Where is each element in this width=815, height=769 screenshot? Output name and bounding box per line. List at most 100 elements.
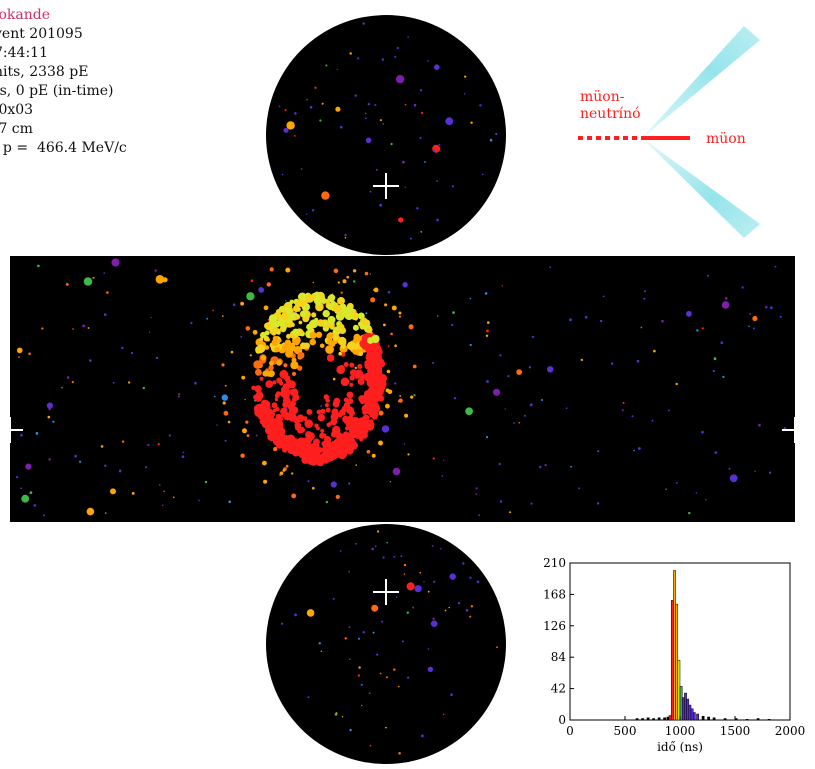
pmt-hit	[452, 311, 455, 314]
pmt-hit	[421, 111, 424, 114]
pmt-hit	[178, 393, 180, 395]
pmt-hit	[387, 291, 391, 294]
pmt-hit	[433, 149, 436, 152]
pmt-hit	[281, 386, 286, 392]
x-tick-label: 1000	[665, 724, 696, 738]
pmt-hit	[274, 421, 284, 431]
pmt-hit	[301, 455, 310, 464]
pmt-hit	[476, 580, 480, 584]
pmt-hit	[404, 413, 409, 418]
pmt-hit	[263, 479, 268, 484]
pmt-hit	[371, 604, 379, 612]
histogram-bar	[723, 718, 727, 721]
pmt-hit	[240, 336, 243, 338]
pmt-hit	[71, 381, 74, 384]
pmt-hit	[549, 266, 552, 269]
pmt-hit	[194, 381, 197, 385]
pmt-hit	[198, 499, 200, 502]
pmt-hit	[363, 406, 369, 413]
pmt-hit	[320, 408, 326, 414]
pmt-hit	[258, 287, 265, 293]
pmt-hit	[398, 752, 401, 755]
pmt-hit	[338, 364, 345, 371]
pmt-hit	[712, 369, 715, 373]
pmt-hit	[357, 312, 365, 320]
pmt-hit	[547, 366, 554, 373]
pmt-hit	[430, 620, 438, 627]
pmt-hit	[729, 474, 738, 483]
pmt-hit	[518, 421, 520, 424]
pmt-hit	[651, 419, 654, 422]
pmt-hit	[332, 425, 341, 435]
pmt-hit	[150, 316, 152, 319]
pmt-hit	[291, 493, 297, 499]
pmt-hit	[228, 500, 231, 504]
pmt-hit	[701, 327, 704, 330]
pmt-hit	[382, 123, 385, 125]
pmt-hit	[155, 356, 159, 360]
pmt-hit	[401, 640, 404, 643]
pmt-hit	[402, 282, 408, 288]
pmt-hit	[245, 326, 251, 331]
pmt-hit	[293, 135, 296, 137]
pmt-hit	[103, 313, 107, 317]
pmt-hit	[475, 493, 478, 495]
pmt-hit	[380, 377, 386, 383]
pmt-hit	[631, 415, 634, 418]
pmt-hit	[539, 465, 542, 469]
pmt-hit	[779, 315, 782, 318]
pmt-hit	[89, 359, 92, 362]
pmt-hit	[377, 387, 384, 394]
pmt-hit	[341, 716, 344, 718]
pmt-hit	[611, 362, 614, 365]
pmt-hit	[353, 280, 356, 283]
pmt-hit	[320, 405, 323, 407]
pmt-hit	[249, 354, 252, 357]
info-line-6: .7 cm	[0, 121, 33, 137]
pmt-hit	[290, 406, 299, 415]
pmt-hit	[369, 273, 372, 275]
pmt-hit	[263, 335, 270, 342]
pmt-hit	[721, 301, 730, 309]
pmt-hit	[569, 318, 572, 322]
pmt-hit	[279, 473, 282, 476]
pmt-hit	[290, 322, 295, 327]
pmt-hit	[479, 104, 482, 107]
pmt-hit	[162, 504, 164, 507]
pmt-hit	[485, 334, 489, 337]
pmt-hit	[311, 312, 317, 318]
pmt-hit	[313, 296, 323, 305]
pmt-hit	[390, 332, 393, 336]
pmt-hit	[394, 382, 397, 385]
pmt-hit	[112, 381, 115, 384]
pmt-hit	[241, 375, 246, 380]
pmt-hit	[278, 338, 282, 343]
pmt-hit	[230, 350, 234, 354]
pmt-hit	[276, 377, 282, 384]
pmt-hit	[291, 472, 294, 475]
pmt-hit	[212, 309, 214, 312]
pmt-hit	[264, 426, 274, 435]
pmt-hit	[386, 676, 388, 679]
histogram-bar	[684, 692, 687, 721]
pmt-hit	[403, 573, 406, 575]
pmt-hit	[305, 294, 314, 303]
pmt-hit	[457, 602, 461, 605]
pmt-hit	[349, 658, 351, 661]
pmt-hit	[407, 676, 410, 679]
pmt-hit	[295, 301, 302, 308]
pmt-hit	[297, 351, 305, 359]
pmt-hit	[741, 286, 744, 289]
pmt-hit	[371, 382, 380, 392]
pmt-hit	[444, 609, 447, 612]
pmt-hit	[349, 362, 355, 368]
pmt-hits	[16, 22, 787, 755]
pmt-hit	[118, 470, 122, 473]
pmt-hit	[284, 109, 287, 112]
pmt-hit	[339, 409, 346, 416]
pmt-hit	[371, 362, 379, 371]
pmt-hit	[509, 511, 512, 514]
x-tick-label: 0	[566, 724, 574, 738]
pmt-hit	[25, 463, 32, 470]
